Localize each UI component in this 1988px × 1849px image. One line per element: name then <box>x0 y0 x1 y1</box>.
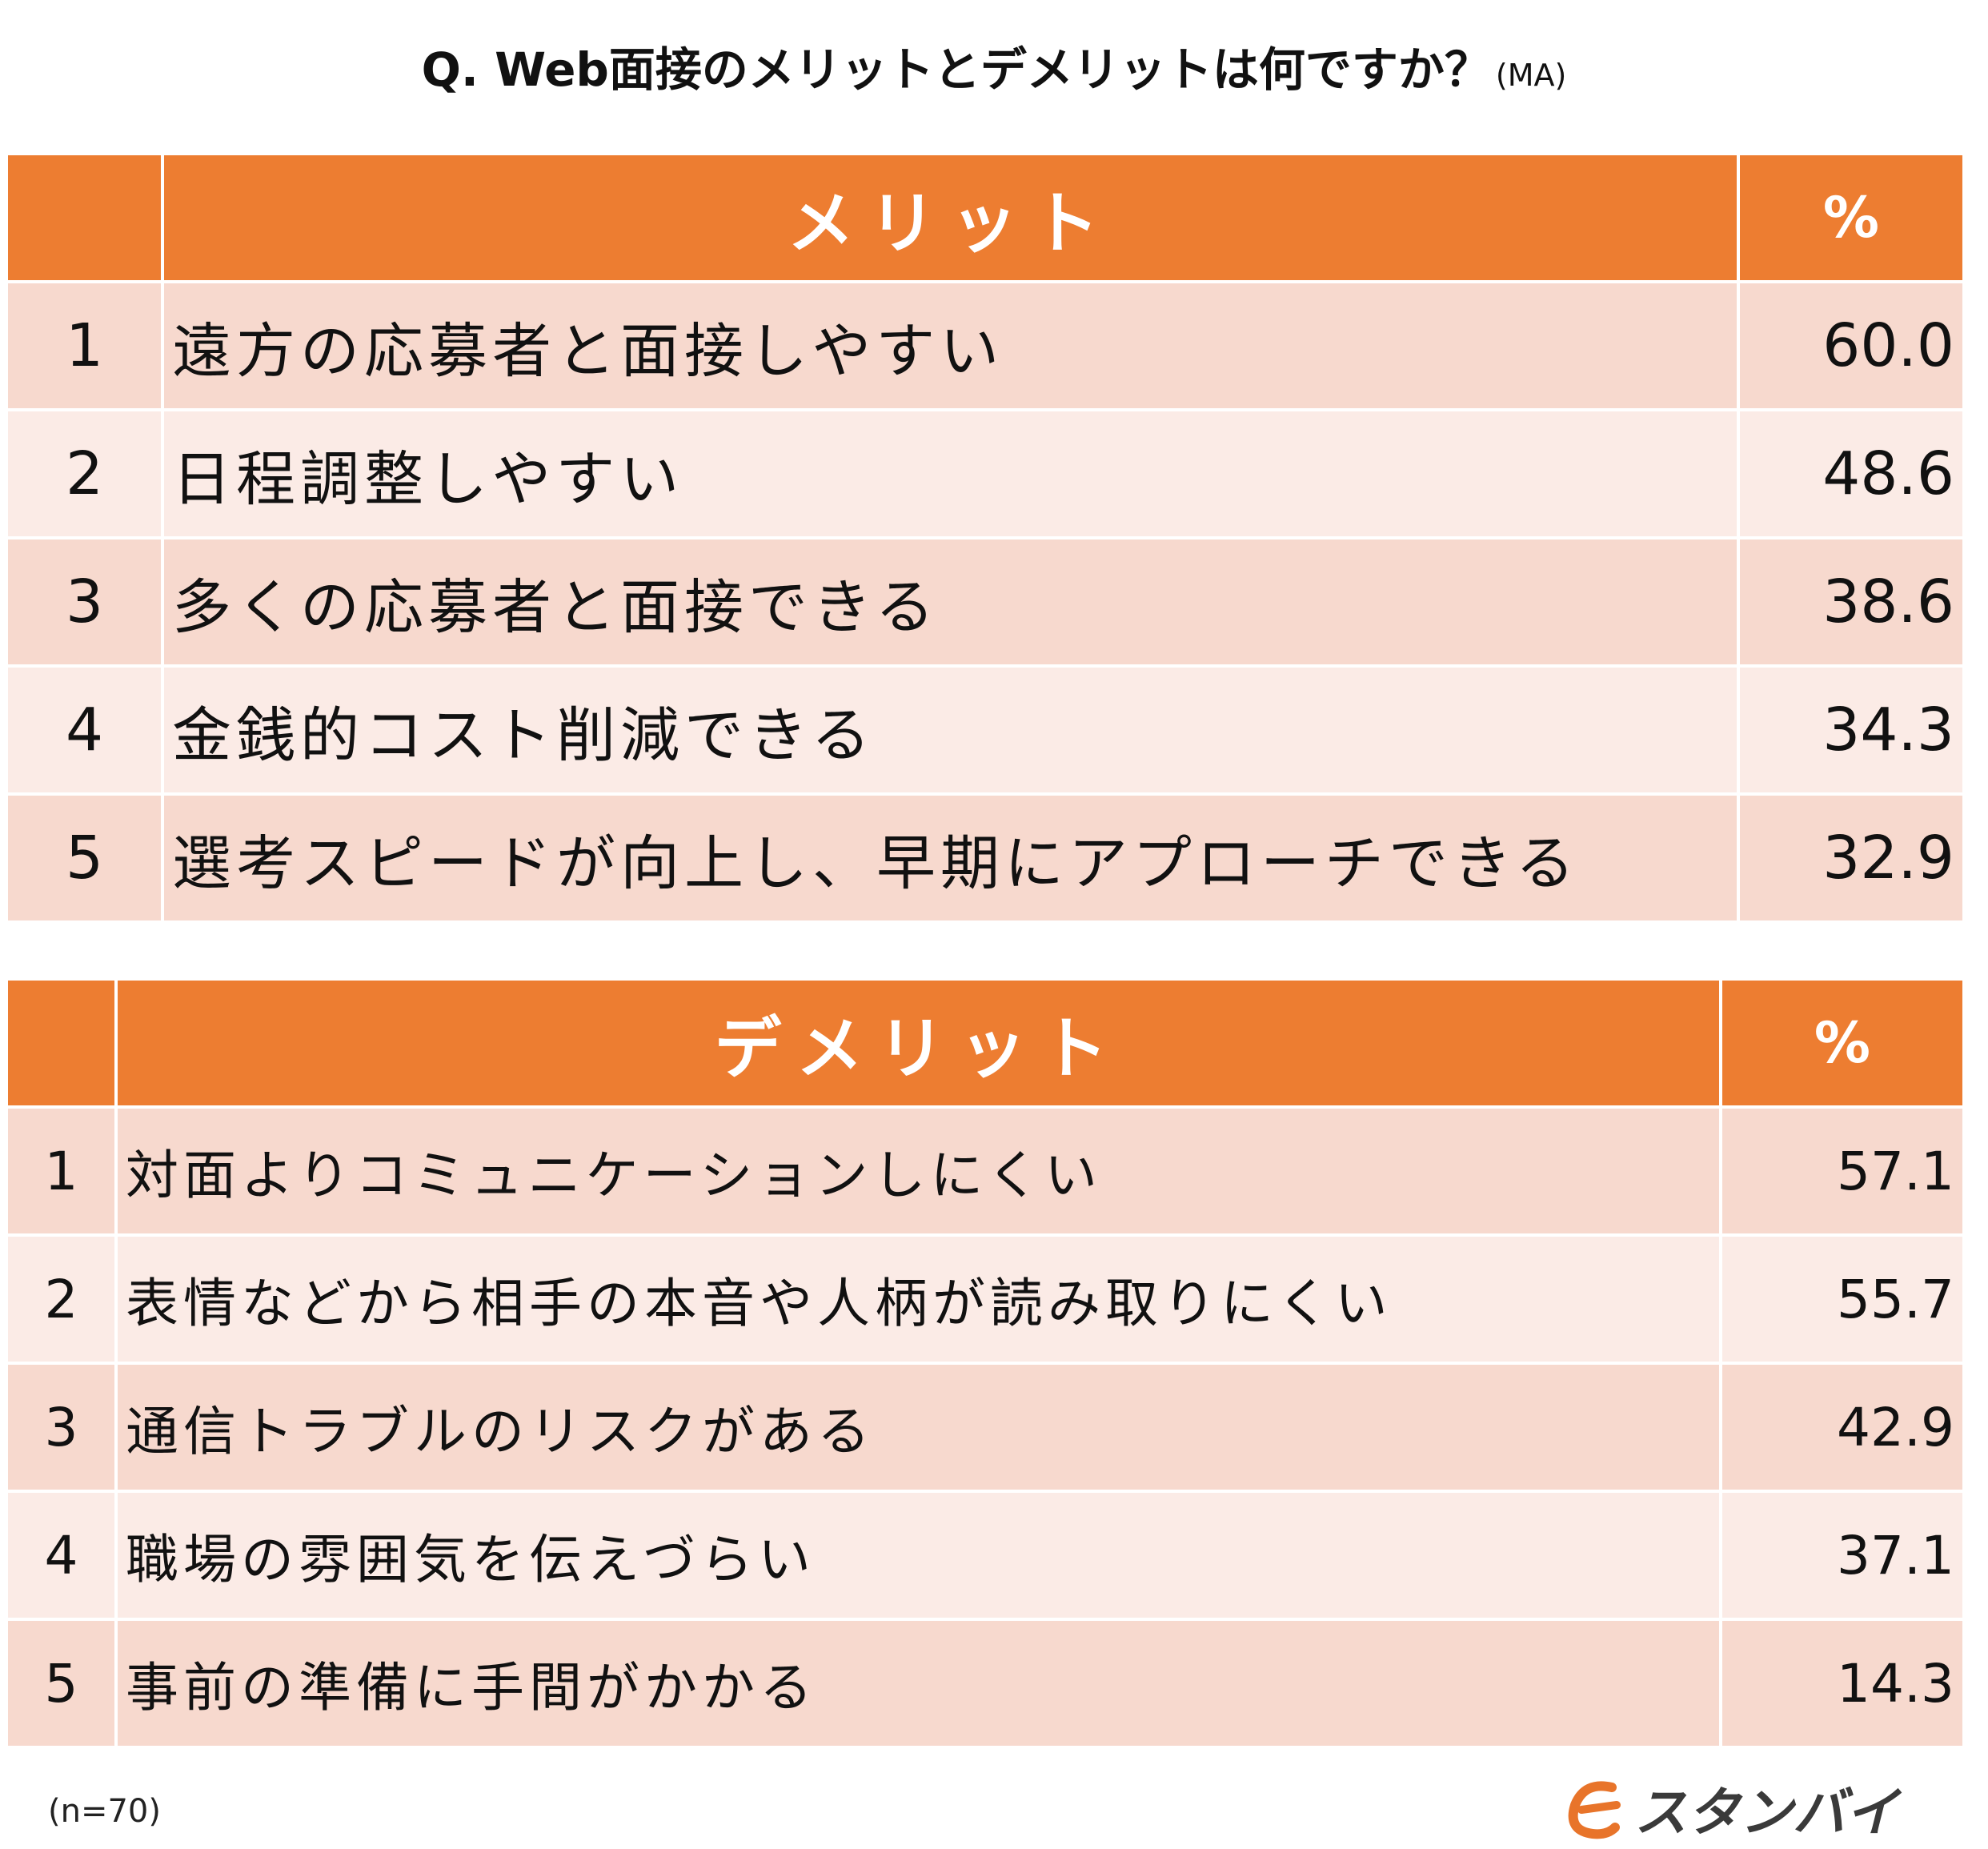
demerit-header-label: デメリット <box>118 981 1719 1105</box>
table-row: 5 事前の準備に手間がかかる 14.3 <box>8 1621 1962 1746</box>
label-cell: 多くの応募者と面接できる <box>164 539 1737 664</box>
value-cell: 42.9 <box>1722 1365 1962 1490</box>
label-cell: 選考スピードが向上し、早期にアプローチできる <box>164 796 1737 920</box>
label-cell: 日程調整しやすい <box>164 411 1737 536</box>
value-cell: 60.0 <box>1740 283 1962 408</box>
stanby-logo-icon: スタンバイ <box>1568 1781 1902 1843</box>
table-row: 2 表情などから相手の本音や人柄が読み取りにくい 55.7 <box>8 1237 1962 1362</box>
value-cell: 32.9 <box>1740 796 1962 920</box>
label-cell: 通信トラブルのリスクがある <box>118 1365 1719 1490</box>
rank-cell: 3 <box>8 539 161 664</box>
logo-text: スタンバイ <box>1634 1782 1902 1843</box>
demerit-header-row: デメリット % <box>8 981 1962 1105</box>
title-text: Q. Web面接のメリットとデメリットは何ですか？ <box>421 42 1491 97</box>
rank-cell: 3 <box>8 1365 114 1490</box>
table-row: 1 対面よりコミュニケーションしにくい 57.1 <box>8 1109 1962 1233</box>
table-row: 3 多くの応募者と面接できる 38.6 <box>8 539 1962 664</box>
rank-cell: 4 <box>8 668 161 792</box>
rank-cell: 5 <box>8 1621 114 1746</box>
rank-cell: 2 <box>8 1237 114 1362</box>
merit-header-label: メリット <box>164 155 1737 280</box>
table-row: 2 日程調整しやすい 48.6 <box>8 411 1962 536</box>
table-row: 4 金銭的コスト削減できる 34.3 <box>8 668 1962 792</box>
rank-cell: 5 <box>8 796 161 920</box>
merit-header-pct: % <box>1740 155 1962 280</box>
rank-cell: 4 <box>8 1493 114 1618</box>
demerit-header-pct: % <box>1722 981 1962 1105</box>
table-row: 4 職場の雰囲気を伝えづらい 37.1 <box>8 1493 1962 1618</box>
value-cell: 55.7 <box>1722 1237 1962 1362</box>
merit-header-row: メリット % <box>8 155 1962 280</box>
sample-size-note: (n=70) <box>48 1793 161 1830</box>
page-title: Q. Web面接のメリットとデメリットは何ですか？ (MA) <box>0 32 1988 99</box>
table-row: 1 遠方の応募者と面接しやすい 60.0 <box>8 283 1962 408</box>
value-cell: 38.6 <box>1740 539 1962 664</box>
label-cell: 職場の雰囲気を伝えづらい <box>118 1493 1719 1618</box>
label-cell: 表情などから相手の本音や人柄が読み取りにくい <box>118 1237 1719 1362</box>
rank-cell: 1 <box>8 283 161 408</box>
rank-cell: 2 <box>8 411 161 536</box>
merit-header-rank <box>8 155 161 280</box>
label-cell: 遠方の応募者と面接しやすい <box>164 283 1737 408</box>
table-row: 3 通信トラブルのリスクがある 42.9 <box>8 1365 1962 1490</box>
rank-cell: 1 <box>8 1109 114 1233</box>
demerit-header-rank <box>8 981 114 1105</box>
value-cell: 34.3 <box>1740 668 1962 792</box>
title-suffix: (MA) <box>1495 58 1567 93</box>
value-cell: 57.1 <box>1722 1109 1962 1233</box>
value-cell: 37.1 <box>1722 1493 1962 1618</box>
demerit-table: デメリット % 1 対面よりコミュニケーションしにくい 57.1 2 表情などか… <box>5 977 1966 1749</box>
label-cell: 事前の準備に手間がかかる <box>118 1621 1719 1746</box>
value-cell: 48.6 <box>1740 411 1962 536</box>
table-row: 5 選考スピードが向上し、早期にアプローチできる 32.9 <box>8 796 1962 920</box>
value-cell: 14.3 <box>1722 1621 1962 1746</box>
label-cell: 金銭的コスト削減できる <box>164 668 1737 792</box>
label-cell: 対面よりコミュニケーションしにくい <box>118 1109 1719 1233</box>
merit-table: メリット % 1 遠方の応募者と面接しやすい 60.0 2 日程調整しやすい 4… <box>5 152 1966 924</box>
stanby-logo: スタンバイ <box>1561 1773 1961 1845</box>
